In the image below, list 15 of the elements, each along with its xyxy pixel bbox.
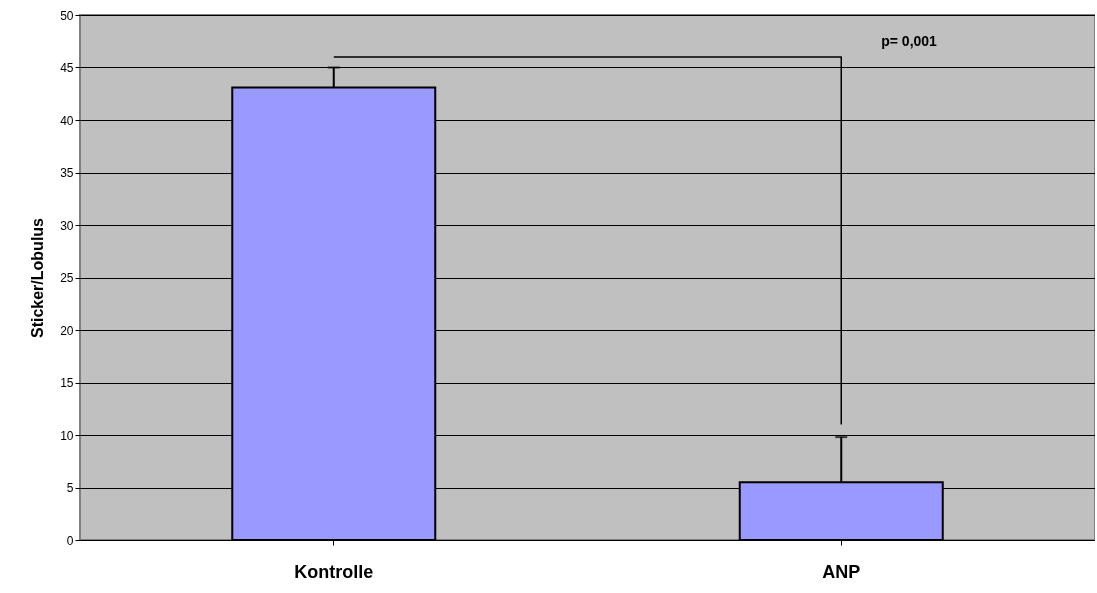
y-tick-label: 30 — [60, 218, 74, 233]
y-tick-label: 5 — [66, 481, 74, 495]
y-tick-label: 20 — [60, 323, 74, 338]
y-tick-label: 0 — [66, 533, 74, 548]
y-tick-label: 45 — [60, 61, 74, 75]
x-tick-label: Kontrolle — [294, 561, 374, 582]
y-tick-label: 25 — [60, 271, 74, 285]
x-tick-label: ANP — [822, 561, 861, 582]
y-tick-label: 10 — [60, 428, 74, 443]
y-tick-label: 50 — [60, 8, 74, 23]
y-tick-label: 35 — [60, 166, 74, 180]
y-tick-label: 40 — [60, 113, 74, 128]
annotation: p= 0,001 — [881, 33, 938, 49]
y-tick-label: 15 — [60, 376, 74, 390]
y-axis-title: Sticker/Lobulus — [29, 217, 47, 339]
